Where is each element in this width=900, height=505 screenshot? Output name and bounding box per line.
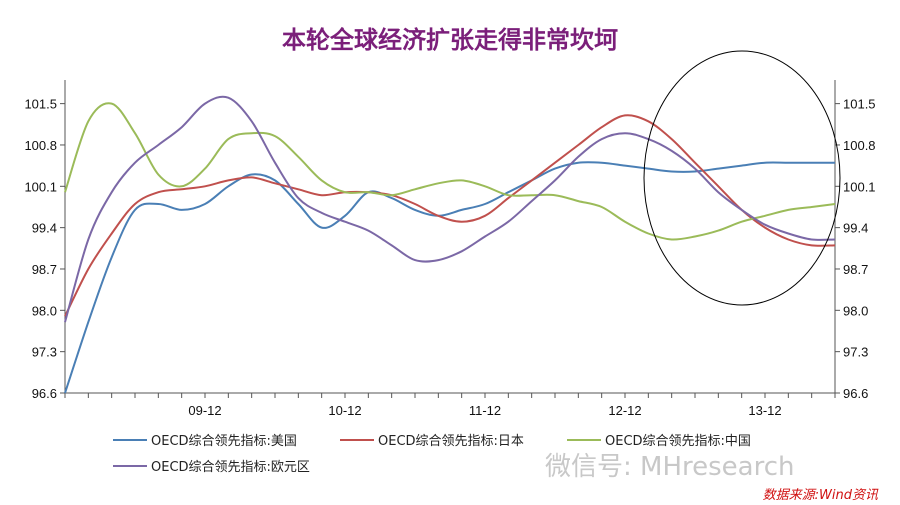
legend-swatch-usa (113, 438, 147, 441)
y-tick-label-right: 98.7 (843, 262, 868, 277)
y-tick-label-left: 101.5 (24, 97, 57, 112)
legend-label-japan: OECD综合领先指标:日本 (378, 434, 524, 449)
y-tick-label-left: 97.3 (32, 345, 57, 360)
chart-title: 本轮全球经济扩张走得非常坎坷 (282, 26, 618, 54)
y-tick-label-right: 100.8 (843, 138, 876, 153)
y-tick-label-right: 101.5 (843, 97, 876, 112)
watermark: 微信号: MHresearch (545, 452, 795, 482)
y-tick-label-left: 99.4 (32, 221, 57, 236)
legend-item-usa: OECD综合领先指标:美国 (113, 430, 297, 449)
legend-item-eurozone: OECD综合领先指标:欧元区 (113, 456, 310, 475)
y-tick-label-right: 98.0 (843, 303, 868, 318)
chart-lines (64, 95, 836, 394)
x-tick-label: 10-12 (328, 403, 361, 418)
y-tick-label-right: 99.4 (843, 221, 868, 236)
series-line-usa (64, 161, 835, 394)
legend-label-eurozone: OECD综合领先指标:欧元区 (151, 460, 310, 475)
y-tick-label-right: 100.1 (843, 179, 876, 194)
legend-label-china: OECD综合领先指标:中国 (605, 434, 751, 449)
series-line-eurozone (64, 95, 836, 323)
x-tick-label: 13-12 (748, 403, 781, 418)
x-tick-label: 11-12 (469, 403, 501, 418)
y-tick-label-right: 96.6 (843, 386, 868, 401)
highlight-ellipse-shape (643, 50, 841, 306)
highlight-ellipse (643, 50, 841, 306)
x-tick-label: 12-12 (608, 403, 641, 418)
y-tick-label-left: 96.6 (32, 386, 57, 401)
legend-item-china: OECD综合领先指标:中国 (567, 430, 751, 449)
y-tick-label-left: 100.1 (24, 179, 57, 194)
legend-label-usa: OECD综合领先指标:美国 (151, 434, 297, 449)
legend-swatch-japan (340, 438, 374, 441)
y-tick-label-left: 98.7 (32, 262, 57, 277)
series-line-china (64, 102, 836, 241)
y-tick-label-left: 98.0 (32, 303, 57, 318)
legend-swatch-china (567, 438, 601, 441)
y-tick-label-right: 97.3 (843, 345, 868, 360)
x-tick-label: 09-12 (188, 403, 221, 418)
chart-axes: 96.6 96.6 97.3 97.3 98.0 98.0 98.7 98.7 99.4 99.4… (24, 80, 876, 418)
source-note: 数据来源:Wind资讯 (762, 488, 878, 503)
y-tick-label-left: 100.8 (24, 138, 57, 153)
legend-item-japan: OECD综合领先指标:日本 (340, 430, 524, 449)
series-line-japan (64, 114, 836, 317)
legend-swatch-eurozone (113, 464, 147, 467)
